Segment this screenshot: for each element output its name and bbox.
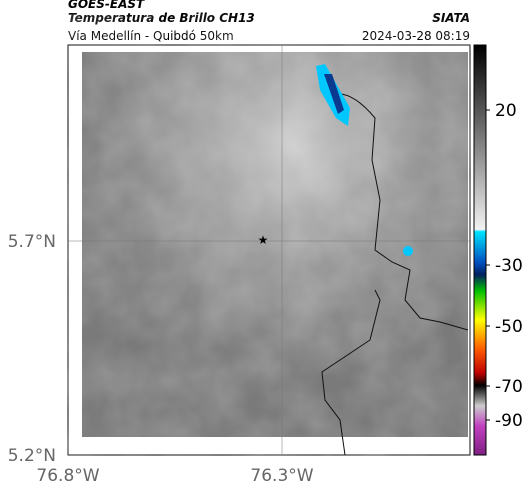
x-label: 76.3°W [250, 466, 313, 486]
cold-cloud [403, 246, 413, 256]
colorbar-ticks: 20 -30 -50 -70 -90 [486, 101, 523, 431]
cold-cloud-core [324, 74, 344, 114]
y-label: 5.2°N [8, 446, 56, 466]
location: Vía Medellín - Quibdó 50km [68, 29, 234, 43]
source: SIATA [432, 11, 470, 25]
colorbar [473, 44, 487, 456]
boundary [321, 93, 469, 456]
colorbar-label: 20 [495, 101, 517, 121]
timestamp: 2024-03-28 08:19 [362, 29, 470, 43]
y-label: 5.7°N [8, 232, 56, 252]
title: GOES-EAST [68, 0, 145, 11]
colorbar-label: -90 [495, 411, 523, 431]
colorbar-label: -50 [495, 317, 523, 337]
location-marker: ★ [258, 233, 269, 247]
subtitle: Temperatura de Brillo CH13 [68, 11, 255, 25]
colorbar-label: -30 [495, 256, 523, 276]
cloud-texture [82, 52, 468, 437]
colorbar-label: -70 [495, 377, 523, 397]
x-label: 76.8°W [36, 466, 99, 486]
